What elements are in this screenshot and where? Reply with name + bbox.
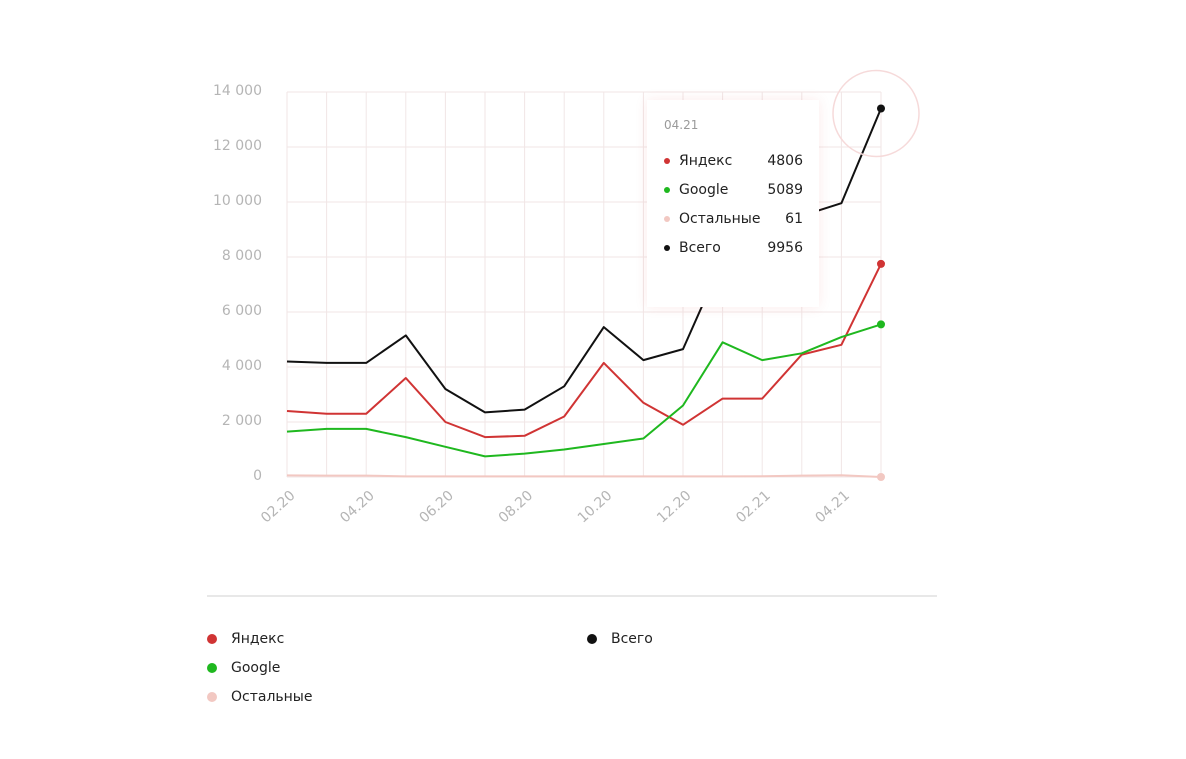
legend-label: Google	[231, 660, 281, 676]
x-tick-label: 08.20	[496, 488, 537, 527]
tooltip-label: Яндекс	[679, 152, 733, 169]
tooltip-dot-other	[664, 215, 670, 222]
legend-item-total[interactable]: Всего	[587, 627, 653, 651]
legend-label: Всего	[611, 631, 653, 647]
legend-dot-other	[207, 692, 217, 702]
x-axis-ticks: 02.20 04.20 06.20 08.20 10.20 12.20 02.21 04.21	[258, 488, 853, 527]
tooltip-row-total: Всего 9956	[664, 233, 803, 262]
y-tick-label: 12 000	[213, 138, 262, 154]
y-tick-label: 10 000	[213, 193, 262, 209]
tooltip-row-google: Google 5089	[664, 175, 803, 204]
tooltip-dot-total	[664, 244, 670, 251]
tooltip-row-other: Остальные 61	[664, 204, 803, 233]
legend-dot-google	[207, 663, 217, 673]
legend-divider	[207, 595, 937, 597]
legend-item-other[interactable]: Остальные	[207, 685, 312, 709]
tooltip-value: 4806	[767, 152, 803, 169]
legend-label: Яндекс	[231, 631, 285, 647]
tooltip-value: 5089	[767, 181, 803, 198]
y-tick-label: 6 000	[222, 303, 262, 319]
legend-item-google[interactable]: Google	[207, 656, 280, 680]
tooltip-label: Всего	[679, 239, 721, 256]
y-tick-label: 8 000	[222, 248, 262, 264]
legend-label: Остальные	[231, 689, 313, 705]
y-tick-label: 2 000	[222, 413, 262, 429]
series-line-other	[286, 474, 882, 478]
x-tick-label: 02.21	[733, 488, 774, 527]
x-tick-label: 04.20	[337, 488, 378, 527]
tooltip-label: Google	[679, 181, 729, 198]
x-tick-label: 04.21	[812, 488, 853, 527]
x-tick-label: 12.20	[654, 488, 695, 527]
legend-dot-yandex	[207, 634, 217, 644]
series-end-point-google[interactable]	[877, 320, 885, 329]
series-line-yandex	[286, 263, 882, 439]
x-tick-label: 02.20	[258, 488, 299, 527]
tooltip-value: 61	[785, 210, 803, 227]
y-axis-ticks: 14 000 12 000 10 000 8 000 6 000 4 000 2 000 0	[213, 83, 262, 484]
tooltip-dot-yandex	[664, 157, 670, 164]
series-end-point-yandex[interactable]	[877, 259, 885, 268]
y-tick-label: 4 000	[222, 358, 262, 374]
tooltip-row-yandex: Яндекс 4806	[664, 146, 803, 175]
legend-item-yandex[interactable]: Яндекс	[207, 627, 284, 651]
series-end-point-total[interactable]	[877, 104, 885, 113]
series-end-point-other[interactable]	[877, 473, 885, 481]
tooltip-label: Остальные	[679, 210, 761, 227]
tooltip-date: 04.21	[664, 118, 699, 132]
y-tick-label: 14 000	[213, 83, 262, 99]
series-line-google	[286, 323, 882, 458]
x-tick-label: 06.20	[416, 488, 457, 527]
legend-dot-total	[587, 634, 597, 644]
chart-tooltip: 04.21 Яндекс 4806 Google 5089 Остальные …	[647, 100, 819, 307]
tooltip-dot-google	[664, 186, 670, 193]
hover-ring	[832, 69, 920, 158]
y-tick-label: 0	[253, 468, 262, 484]
hover-highlight	[832, 69, 920, 158]
x-tick-label: 10.20	[575, 488, 616, 527]
tooltip-value: 9956	[767, 239, 803, 256]
